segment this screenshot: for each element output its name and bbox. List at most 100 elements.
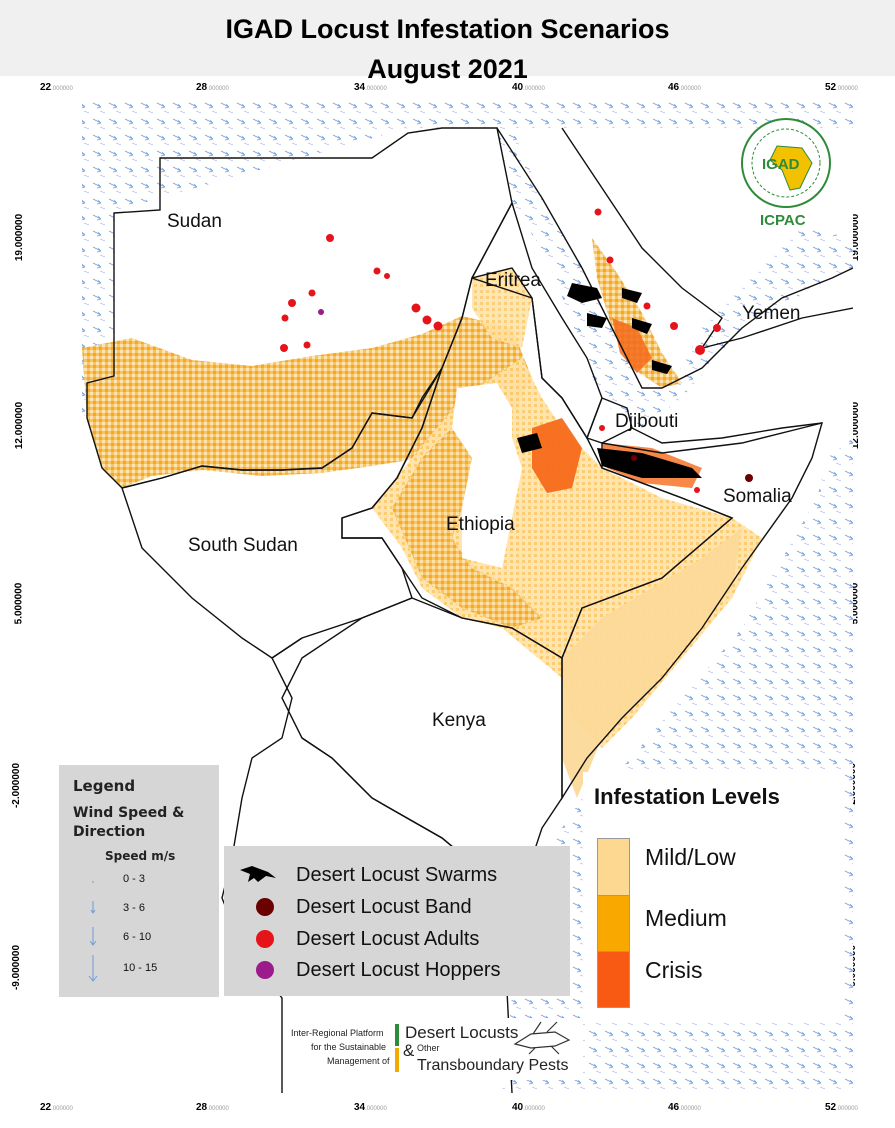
- band-point: [631, 455, 637, 461]
- adult-point: [326, 234, 334, 242]
- wind-speed-label: Speed m/s: [105, 849, 176, 863]
- igad-icpac-logo: [741, 118, 831, 208]
- country-label-yemen: Yemen: [742, 303, 801, 324]
- wind-range-10-15: 10 - 15: [123, 962, 158, 974]
- adult-point: [606, 256, 614, 264]
- wind-legend-title: Legend: [73, 777, 136, 795]
- legend-band-marker: [256, 898, 274, 916]
- adult-point: [281, 314, 289, 322]
- legend-adults-marker: [256, 930, 274, 948]
- adult-point: [599, 425, 605, 431]
- locust-hoppers: [318, 309, 324, 315]
- swarm-yemen-1: [622, 288, 642, 303]
- country-label-south-sudan: South Sudan: [188, 535, 298, 556]
- legend-mild-swatch: [597, 838, 630, 896]
- wind-range-6-10: 6 - 10: [123, 931, 152, 943]
- x-tick-bottom-46: 46.000000: [668, 1102, 701, 1113]
- y-tick-left-neg2: -2.000000: [11, 762, 23, 809]
- somalia-border: [561, 422, 824, 801]
- gulf-aden-coast: [631, 422, 823, 444]
- swarm-yemen-3: [652, 360, 672, 374]
- platform-logo: Inter-Regional Platform for the Sustaina…: [283, 1018, 583, 1080]
- infestation-ethiopia-medium: [392, 398, 542, 628]
- red-sea-coast: [496, 127, 853, 389]
- adult-point: [422, 315, 432, 325]
- legend-crisis-label: Crisis: [645, 957, 703, 983]
- adult-point: [384, 273, 390, 279]
- x-tick-top-28: 28.000000: [196, 82, 229, 93]
- swarm-ethiopia: [517, 433, 542, 453]
- locust-legend: Desert Locust Swarms Desert Locust Band …: [224, 846, 570, 996]
- infestation-legend: Infestation Levels Mild/Low Medium Crisi…: [583, 772, 841, 1022]
- crisis-yemen: [612, 318, 652, 373]
- platform-logo-other: Other: [417, 1043, 440, 1053]
- adult-point: [670, 322, 678, 330]
- hopper-point: [318, 309, 324, 315]
- legend-band-label: Desert Locust Band: [296, 896, 472, 918]
- adult-point: [308, 289, 316, 297]
- band-point: [745, 474, 753, 482]
- legend-crisis-swatch: [597, 951, 630, 1008]
- igad-logo-inner: [751, 128, 821, 198]
- wind-legend-subtitle-1: Wind Speed &: [73, 805, 185, 821]
- x-tick-bottom-40: 40.000000: [512, 1102, 545, 1113]
- locust-adults: [280, 208, 721, 493]
- wind-arrow-large-icon: [89, 927, 97, 946]
- x-tick-bottom-28: 28.000000: [196, 1102, 229, 1113]
- infestation-yemen: [592, 238, 682, 388]
- legend-swarms-label: Desert Locust Swarms: [296, 864, 498, 886]
- platform-logo-green-bar: [395, 1024, 399, 1046]
- x-tick-bottom-34: 34.000000: [354, 1102, 387, 1113]
- map-title: IGAD Locust Infestation Scenarios: [225, 14, 670, 44]
- infestation-somalia-mild: [562, 528, 742, 798]
- infestation-legend-title: Infestation Levels: [594, 784, 780, 809]
- x-tick-top-52: 52.000000: [825, 82, 858, 93]
- legend-medium-swatch: [597, 895, 630, 952]
- adult-point: [280, 344, 288, 352]
- swarm-eritrea-2: [587, 313, 607, 328]
- platform-logo-orange-bar: [395, 1048, 399, 1072]
- y-tick-left-19: 19.000000: [14, 213, 26, 262]
- legend-hoppers-label: Desert Locust Hoppers: [296, 959, 501, 981]
- igad-logo-africa-shape: [769, 145, 813, 191]
- adult-point: [433, 321, 443, 331]
- country-label-sudan: Sudan: [167, 211, 222, 232]
- x-tick-top-22: 22.000000: [40, 82, 73, 93]
- ethiopia-highlands-clear: [452, 383, 522, 568]
- y-tick-left-5: 5.000000: [13, 582, 25, 625]
- wind-legend-subtitle-2: Direction: [73, 824, 146, 840]
- map-subtitle: August 2021: [367, 54, 528, 84]
- adult-point: [288, 299, 296, 307]
- country-label-kenya: Kenya: [432, 710, 486, 731]
- locust-swarms: [517, 283, 702, 478]
- icpac-logo-text: ICPAC: [760, 212, 806, 229]
- adult-point: [303, 341, 311, 349]
- adult-point: [695, 345, 705, 355]
- igad-logo-text: IGAD: [762, 156, 800, 173]
- country-label-ethiopia: Ethiopia: [446, 514, 515, 535]
- x-tick-top-40: 40.000000: [512, 82, 545, 93]
- adult-point: [411, 303, 421, 313]
- wind-legend: Legend Wind Speed & Direction Speed m/s …: [59, 765, 219, 997]
- adult-point: [373, 267, 381, 275]
- locust-icon: [240, 866, 276, 882]
- platform-logo-line2: for the Sustainable: [311, 1042, 387, 1052]
- locust-drawing-icon: [513, 1021, 571, 1055]
- x-tick-top-46: 46.000000: [668, 82, 701, 93]
- platform-logo-line3: Management of: [327, 1056, 390, 1066]
- djibouti-border: [586, 397, 633, 444]
- y-tick-left-neg9: -9.000000: [11, 944, 23, 991]
- wind-range-0-3: 0 - 3: [123, 873, 146, 885]
- platform-logo-line1: Inter-Regional Platform: [291, 1028, 384, 1038]
- locust-bands: [631, 455, 753, 482]
- map-canvas: [42, 98, 853, 1093]
- x-tick-bottom-22: 22.000000: [40, 1102, 73, 1113]
- wind-arrow-samples: [88, 881, 98, 982]
- legend-hoppers-marker: [256, 961, 274, 979]
- country-label-somalia: Somalia: [723, 486, 792, 507]
- adult-point: [694, 487, 700, 493]
- infestation-eritrea: [472, 268, 532, 348]
- legend-adults-label: Desert Locust Adults: [296, 928, 480, 950]
- infestation-sudan-belt: [82, 316, 532, 488]
- legend-medium-label: Medium: [645, 905, 727, 931]
